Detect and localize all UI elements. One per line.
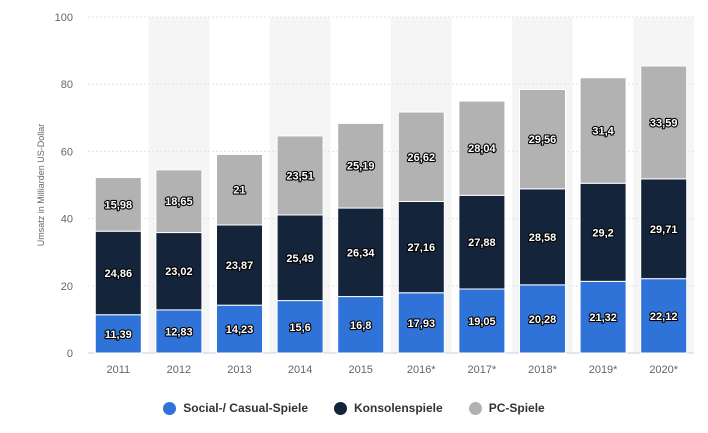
bar-segment[interactable] <box>458 288 506 354</box>
bar-segment[interactable] <box>458 100 506 196</box>
data-label: 23,02 <box>165 266 193 278</box>
bar-segment[interactable] <box>155 309 203 354</box>
data-label: 23,87 <box>226 260 254 272</box>
data-label: 29,71 <box>650 224 678 236</box>
data-label: 27,16 <box>408 242 436 254</box>
bars <box>94 65 688 354</box>
y-tick-label: 60 <box>61 146 73 158</box>
bar-segment[interactable] <box>337 122 385 209</box>
y-tick-label: 80 <box>61 79 73 91</box>
data-label: 20,28 <box>529 314 557 326</box>
data-label: 33,59 <box>650 117 678 129</box>
bar-segment[interactable] <box>579 77 627 184</box>
y-tick-label: 20 <box>61 281 73 293</box>
data-label: 19,05 <box>468 316 496 328</box>
bar-segment[interactable] <box>397 200 445 294</box>
bar-segment[interactable] <box>216 153 263 226</box>
bar-segment[interactable] <box>216 224 263 306</box>
y-axis-label: Umsatz in Milliarden US-Dollar <box>36 124 46 247</box>
y-axis-tick-labels: 0 20 40 60 80 100 <box>55 12 73 360</box>
x-tick-label: 2019* <box>589 364 618 376</box>
x-tick-label: 2011 <box>106 364 130 376</box>
legend-swatch-pc-spiele <box>468 401 482 415</box>
bar-segment[interactable] <box>458 194 506 290</box>
bar-segment[interactable] <box>640 278 688 354</box>
data-label: 15,98 <box>105 199 133 211</box>
bar-segment[interactable] <box>397 292 445 354</box>
legend-item-pc-spiele[interactable]: PC-Spiele <box>468 401 545 415</box>
data-labels: 11,39 24,86 15,98 12,83 23,02 18,65 14,23 23,87… <box>103 116 678 342</box>
legend-label: Konsolenspiele <box>354 401 443 415</box>
y-tick-label: 0 <box>67 348 73 360</box>
bar-segment[interactable] <box>397 111 445 202</box>
bar-segment[interactable] <box>155 232 203 311</box>
data-label: 18,65 <box>165 196 193 208</box>
data-label: 27,88 <box>468 237 496 249</box>
legend: Social-/ Casual-Spiele Konsolenspiele PC… <box>0 398 708 418</box>
y-tick-label: 40 <box>61 214 73 226</box>
bar-segment[interactable] <box>337 207 385 298</box>
legend-item-konsolenspiele[interactable]: Konsolenspiele <box>334 401 443 415</box>
bar-segment[interactable] <box>519 284 566 354</box>
data-label: 24,86 <box>105 268 133 280</box>
bar-segment[interactable] <box>337 296 385 354</box>
data-label: 28,58 <box>529 232 557 244</box>
legend-swatch-konsolenspiele <box>334 401 347 415</box>
x-tick-label: 2016* <box>407 364 436 376</box>
bar-segment[interactable] <box>216 304 263 354</box>
y-tick-label: 100 <box>55 12 73 24</box>
bar-segment[interactable] <box>579 280 627 354</box>
data-label: 11,39 <box>105 329 132 341</box>
data-label: 16,8 <box>350 320 371 332</box>
bar-segment[interactable] <box>276 300 324 354</box>
bar-segment[interactable] <box>519 89 566 190</box>
data-label: 21 <box>233 185 245 197</box>
data-label: 25,19 <box>347 161 375 173</box>
x-tick-label: 2014 <box>288 364 312 376</box>
x-axis-tick-labels: 2011 2012 2013 2014 2015 2016* 2017* 2018* 2019*… <box>106 364 678 376</box>
x-tick-label: 2017* <box>468 364 497 376</box>
data-label: 28,04 <box>468 143 496 155</box>
data-label: 29,2 <box>592 227 613 239</box>
bar-segment[interactable] <box>94 177 142 232</box>
x-tick-label: 2013 <box>227 364 251 376</box>
bar-segment[interactable] <box>276 214 324 302</box>
bar-segment[interactable] <box>640 65 688 180</box>
bar-segment[interactable] <box>276 135 324 216</box>
x-tick-label: 2015 <box>348 364 372 376</box>
legend-label: PC-Spiele <box>488 401 545 415</box>
x-tick-label: 2020* <box>649 364 678 376</box>
data-label: 26,62 <box>408 152 436 164</box>
data-label: 14,23 <box>226 324 254 336</box>
x-tick-label: 2012 <box>167 364 191 376</box>
legend-swatch-social-casual <box>163 401 177 415</box>
data-label: 31,4 <box>592 126 614 138</box>
data-label: 29,56 <box>529 134 557 146</box>
data-label: 22,12 <box>650 311 678 323</box>
bar-segment[interactable] <box>519 188 566 286</box>
bar-segment[interactable] <box>640 178 688 280</box>
x-tick-label: 2018* <box>528 364 557 376</box>
legend-item-social-casual[interactable]: Social-/ Casual-Spiele <box>163 401 308 415</box>
legend-label: Social-/ Casual-Spiele <box>183 401 308 415</box>
bar-segment[interactable] <box>155 169 203 234</box>
data-label: 17,93 <box>408 318 436 330</box>
data-label: 25,49 <box>286 253 314 265</box>
data-label: 21,32 <box>589 312 617 324</box>
data-label: 23,51 <box>286 170 314 182</box>
data-label: 26,34 <box>347 247 375 259</box>
data-label: 12,83 <box>165 326 193 338</box>
data-label: 15,6 <box>289 322 310 334</box>
bar-segment[interactable] <box>94 230 142 316</box>
